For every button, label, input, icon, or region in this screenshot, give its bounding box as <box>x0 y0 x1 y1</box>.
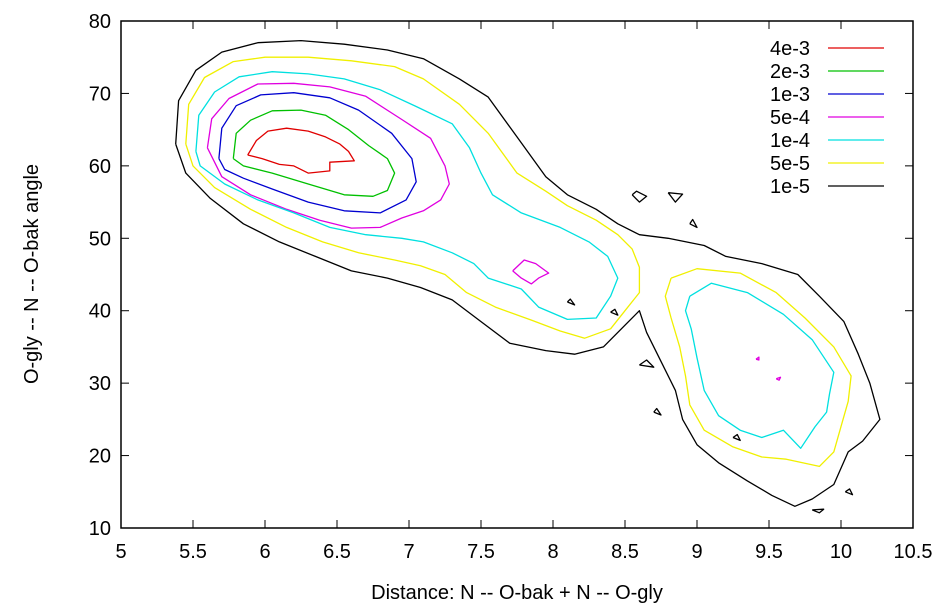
contour-series-2e-3 <box>232 109 396 197</box>
contour-line <box>206 82 450 229</box>
contour-series-4e-3 <box>247 127 355 174</box>
x-tick-label: 10 <box>830 541 852 563</box>
axis-ticks <box>120 20 914 529</box>
y-tick-label: 60 <box>89 156 111 178</box>
y-tick-label: 40 <box>89 301 111 323</box>
legend-label: 4e-3 <box>770 38 810 60</box>
y-tick-label: 10 <box>89 518 111 540</box>
contour-line <box>247 127 355 174</box>
y-tick-label: 80 <box>89 11 111 33</box>
contour-line <box>512 259 550 285</box>
contour-line <box>844 488 854 496</box>
contour-line <box>667 192 684 203</box>
legend-label: 1e-3 <box>770 84 810 106</box>
x-tick-label: 6 <box>259 541 270 563</box>
plot-frame <box>120 20 914 529</box>
contour-line <box>755 356 760 361</box>
legend-label: 2e-3 <box>770 61 810 83</box>
contour-line <box>631 190 648 203</box>
y-tick-label: 30 <box>89 373 111 395</box>
tick-labels: 5 5.5 6 6.5 7 7.5 8 8.5 9 9.5 10 10.5 10 20 30 40 50 60 70… <box>89 11 933 563</box>
y-tick-label: 50 <box>89 228 111 250</box>
contour-line <box>185 56 641 339</box>
contour-line <box>610 308 619 316</box>
x-tick-label: 10.5 <box>894 541 933 563</box>
x-tick-label: 9 <box>691 541 702 563</box>
contour-line <box>639 359 655 368</box>
contour-line <box>811 508 825 514</box>
contour-lines <box>175 39 881 514</box>
x-tick-label: 9.5 <box>755 541 783 563</box>
y-tick-label: 20 <box>89 446 111 468</box>
y-axis-label: O-gly -- N -- O-bak angle <box>21 164 43 384</box>
contour-line <box>689 218 698 229</box>
contour-series-1e-4 <box>195 71 835 449</box>
contour-line <box>566 298 576 306</box>
legend-label: 5e-4 <box>770 107 810 129</box>
legend-label: 5e-5 <box>770 153 810 175</box>
x-tick-label: 5.5 <box>179 541 207 563</box>
x-tick-label: 7.5 <box>467 541 495 563</box>
contour-series-1e-5 <box>175 39 881 514</box>
legend: 4e-32e-31e-35e-41e-45e-51e-5 <box>770 38 884 198</box>
contour-series-5e-5 <box>185 56 852 468</box>
contour-line <box>232 109 396 197</box>
contour-line <box>195 71 619 321</box>
y-tick-label: 70 <box>89 83 111 105</box>
contour-line <box>175 39 881 507</box>
x-tick-label: 5 <box>115 541 126 563</box>
x-tick-label: 8.5 <box>611 541 639 563</box>
contour-line <box>653 407 662 416</box>
x-tick-label: 6.5 <box>323 541 351 563</box>
contour-line <box>775 376 782 381</box>
x-tick-label: 8 <box>547 541 558 563</box>
x-tick-label: 7 <box>403 541 414 563</box>
contour-line <box>664 268 852 468</box>
contour-line <box>732 433 741 442</box>
x-axis-label: Distance: N -- O-bak + N -- O-gly <box>371 582 663 604</box>
contour-series-1e-3 <box>218 92 417 214</box>
contour-series-5e-4 <box>206 82 782 381</box>
legend-label: 1e-5 <box>770 176 810 198</box>
contour-line <box>684 282 835 449</box>
contour-line <box>218 92 417 214</box>
legend-label: 1e-4 <box>770 130 810 152</box>
